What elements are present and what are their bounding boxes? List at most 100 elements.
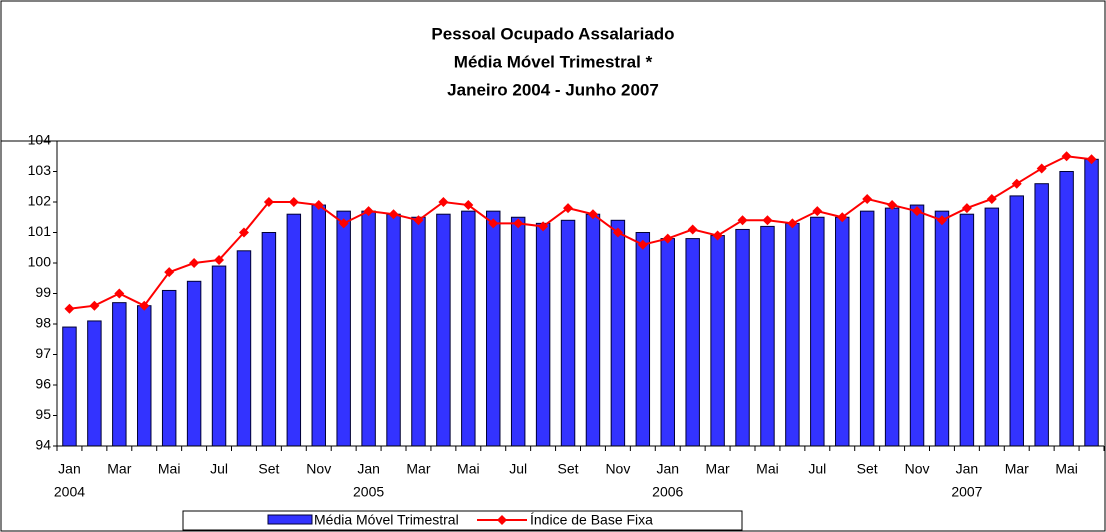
bar [1059, 171, 1074, 447]
bar [1009, 195, 1024, 447]
line [69, 155, 1092, 310]
marker [313, 200, 324, 211]
bar [610, 219, 626, 447]
bar [137, 305, 152, 447]
x-tick-label: Jan [656, 461, 679, 477]
marker [787, 218, 798, 229]
x-tick-label: Mai [457, 461, 480, 477]
legend-swatch [267, 514, 313, 525]
y-tick-label: 104 [28, 132, 52, 148]
marker [587, 209, 598, 220]
bar [436, 213, 451, 447]
marker [1061, 151, 1072, 162]
marker [687, 224, 698, 235]
marker [837, 212, 848, 223]
y-tick-label: 102 [28, 193, 52, 209]
y-tick-label: 94 [35, 437, 51, 453]
marker [1036, 163, 1047, 174]
marker [961, 203, 972, 214]
x-tick-label: Jan [58, 461, 81, 477]
bar [884, 207, 900, 447]
marker [737, 215, 748, 226]
bar [112, 302, 127, 447]
bar [760, 225, 775, 447]
marker [712, 230, 723, 241]
x-tick-label: Jan [357, 461, 380, 477]
x-tick-label: Jul [509, 461, 527, 477]
bar [87, 320, 102, 447]
y-tick-label: 95 [35, 406, 51, 422]
x-tick-label: Mai [756, 461, 779, 477]
marker [288, 197, 299, 207]
marker [662, 233, 673, 244]
bar [710, 235, 725, 447]
marker [139, 300, 150, 311]
x-tick-label: Jul [210, 461, 228, 477]
x-tick-label: Mar [107, 461, 131, 477]
x-year-label: 2006 [652, 484, 683, 500]
marker [637, 239, 648, 250]
bar [909, 204, 925, 447]
bar [785, 222, 800, 447]
y-tick-label: 97 [35, 345, 51, 361]
bar [810, 216, 825, 447]
marker [114, 288, 125, 299]
bar [835, 216, 850, 447]
bar [934, 210, 950, 447]
x-year-label: 2007 [951, 484, 982, 500]
bar [311, 204, 326, 447]
y-tick-label: 100 [28, 254, 52, 270]
x-tick-label: Set [558, 461, 579, 477]
bar [336, 210, 351, 447]
marker [986, 193, 997, 204]
bar [560, 219, 576, 447]
marker [912, 206, 923, 217]
x-tick-label: Jul [808, 461, 826, 477]
marker [64, 303, 75, 314]
bar [186, 280, 202, 447]
marker [164, 267, 175, 278]
bar [735, 228, 750, 447]
bar [286, 213, 302, 447]
y-tick-label: 96 [35, 376, 51, 392]
marker [538, 221, 549, 232]
x-tick-label: Mar [706, 461, 730, 477]
x-tick-label: Mar [1005, 461, 1029, 477]
bar [635, 232, 651, 447]
marker [189, 258, 200, 268]
x-tick-label: Nov [905, 461, 930, 477]
x-year-label: 2005 [353, 484, 384, 500]
marker [413, 215, 424, 226]
bar [361, 210, 376, 447]
bar [236, 250, 252, 447]
x-tick-label: Nov [605, 461, 630, 477]
chart-subtitle: Janeiro 2004 - Junho 2007 [447, 80, 659, 99]
bar [261, 232, 277, 447]
x-year-label: 2004 [54, 484, 85, 500]
y-tick-label: 98 [35, 315, 51, 331]
marker [463, 200, 474, 211]
legend-label: Índice de Base Fixa [530, 512, 653, 528]
bar [859, 210, 875, 447]
y-tick-label: 99 [35, 284, 51, 300]
bar [486, 210, 501, 447]
chart-title: Pessoal Ocupado Assalariado [431, 24, 674, 43]
bar [161, 289, 177, 447]
marker [388, 209, 399, 220]
bar [535, 222, 551, 447]
x-tick-label: Nov [306, 461, 331, 477]
marker [762, 215, 773, 226]
marker [363, 206, 374, 217]
legend-label: Média Móvel Trimestral [314, 512, 459, 528]
bar [510, 216, 526, 447]
x-tick-label: Mai [1055, 461, 1078, 477]
marker [812, 206, 823, 217]
bar [1084, 158, 1099, 447]
x-tick-label: Mai [158, 461, 181, 477]
marker [1011, 178, 1022, 189]
marker [338, 218, 349, 229]
bar [959, 213, 975, 447]
x-tick-label: Mar [406, 461, 430, 477]
marker [1086, 154, 1097, 165]
